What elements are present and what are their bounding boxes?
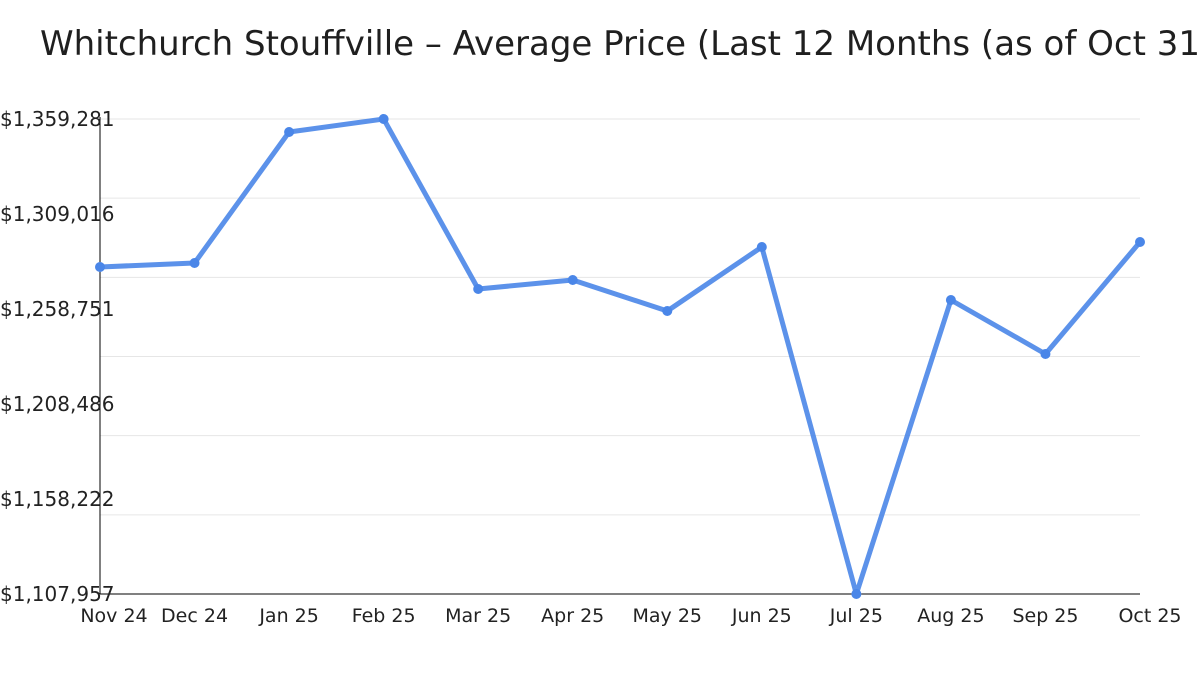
- data-point: [1135, 236, 1145, 247]
- y-tick-label: $1,258,751: [0, 297, 115, 321]
- x-tick-label: Nov 24: [80, 605, 147, 627]
- data-point: [284, 127, 295, 138]
- x-tick-label: May 25: [633, 605, 703, 627]
- x-tick-label: Jan 25: [258, 605, 319, 627]
- data-point: [473, 283, 484, 294]
- data-point: [945, 294, 956, 305]
- data-point: [567, 274, 578, 285]
- x-tick-label: Jun 25: [731, 605, 792, 627]
- data-point: [851, 589, 862, 599]
- x-tick-label: Oct 25: [1118, 605, 1181, 627]
- data-point: [1040, 348, 1051, 359]
- chart-title: Whitchurch Stouffville – Average Price (…: [40, 24, 1200, 64]
- x-tick-label: Feb 25: [352, 605, 416, 627]
- x-tick-label: Dec 24: [161, 605, 228, 627]
- x-tick-label: Mar 25: [445, 605, 511, 627]
- y-tick-label: $1,107,957: [0, 582, 115, 606]
- y-tick-label: $1,309,016: [0, 202, 115, 226]
- y-tick-label: $1,208,486: [0, 392, 115, 416]
- series-line: [99, 116, 1142, 597]
- x-tick-label: Aug 25: [917, 605, 984, 627]
- y-tick-label: $1,158,222: [0, 487, 115, 511]
- data-point: [756, 241, 767, 252]
- data-point: [95, 261, 105, 272]
- y-tick-label: $1,359,281: [0, 107, 115, 131]
- x-tick-label: Apr 25: [541, 605, 604, 627]
- data-point: [189, 257, 200, 268]
- x-tick-label: Jul 25: [829, 605, 883, 627]
- data-point: [378, 114, 389, 124]
- x-tick-label: Sep 25: [1012, 605, 1078, 627]
- data-point: [662, 305, 673, 316]
